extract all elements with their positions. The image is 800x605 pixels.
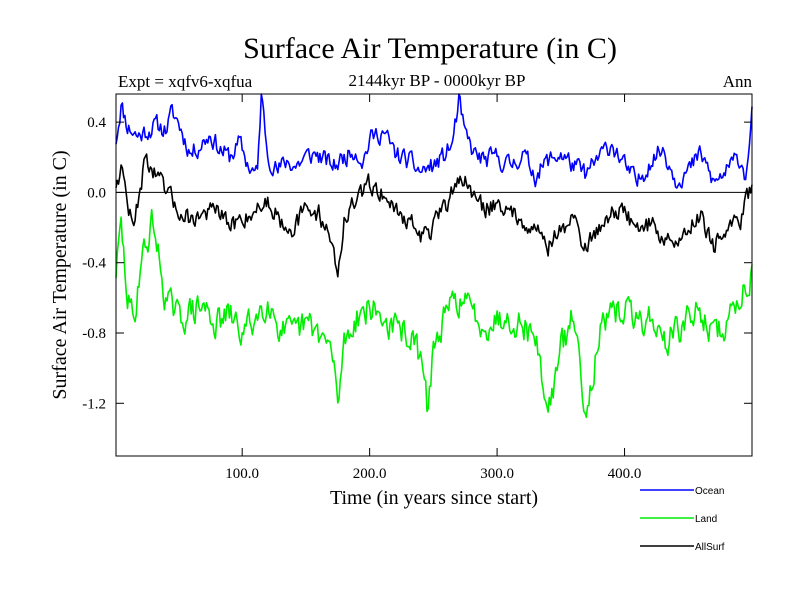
x-axis-label: Time (in years since start) — [330, 487, 538, 509]
y-tick-label: 0.4 — [87, 115, 106, 131]
y-axis-label: Surface Air Temperature (in C) — [49, 150, 71, 399]
chart-subtitle: 2144kyr BP - 0000kyr BP — [349, 71, 526, 90]
y-tick-label: -0.4 — [82, 256, 106, 272]
series-line-land — [115, 208, 753, 419]
y-tick-label: -0.8 — [82, 326, 106, 342]
experiment-label: Expt = xqfv6-xqfua — [118, 72, 253, 91]
x-tick-label: 400.0 — [608, 466, 642, 482]
x-tick-label: 300.0 — [480, 466, 514, 482]
plot-frame — [115, 93, 753, 457]
x-tick-label: 200.0 — [353, 466, 387, 482]
y-tick-label: -1.2 — [82, 396, 106, 412]
x-tick-label: 100.0 — [225, 466, 259, 482]
y-tick-label: 0.0 — [87, 185, 106, 201]
series-line-ocean — [115, 93, 753, 189]
legend-label-allsurf: AllSurf — [695, 542, 725, 553]
chart-title: Surface Air Temperature (in C) — [243, 32, 617, 65]
series-line-allsurf — [115, 153, 753, 278]
legend-label-ocean: Ocean — [695, 486, 724, 497]
legend-label-land: Land — [695, 514, 717, 525]
season-label: Ann — [723, 72, 753, 91]
